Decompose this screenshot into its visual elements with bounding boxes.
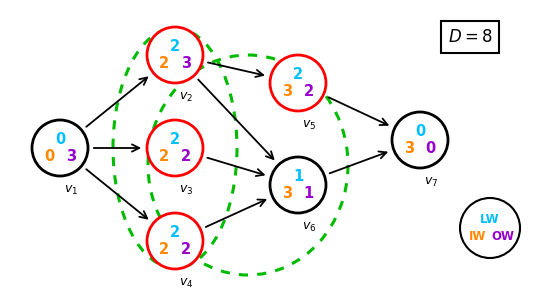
- Text: IW: IW: [469, 230, 486, 243]
- Text: $v_7$: $v_7$: [424, 176, 438, 189]
- Text: 0: 0: [415, 124, 425, 139]
- Text: OW: OW: [491, 230, 514, 243]
- Circle shape: [147, 213, 203, 269]
- Text: 3: 3: [282, 186, 293, 201]
- Text: 0: 0: [44, 149, 54, 164]
- Text: 2: 2: [293, 67, 303, 82]
- Circle shape: [460, 198, 520, 258]
- Text: LW: LW: [480, 213, 500, 226]
- Text: 3: 3: [404, 141, 414, 156]
- Text: $v_6$: $v_6$: [302, 221, 316, 234]
- Text: $v_3$: $v_3$: [179, 184, 193, 197]
- Text: $D = 8$: $D = 8$: [448, 28, 492, 46]
- Circle shape: [270, 55, 326, 111]
- Text: 2: 2: [170, 225, 180, 240]
- Circle shape: [270, 157, 326, 213]
- Text: 1: 1: [303, 186, 314, 201]
- Text: 3: 3: [181, 56, 190, 71]
- Circle shape: [392, 112, 448, 168]
- Text: $v_2$: $v_2$: [179, 91, 193, 104]
- Text: 0: 0: [55, 132, 65, 147]
- Text: 2: 2: [170, 39, 180, 54]
- Text: 3: 3: [66, 149, 76, 164]
- Text: 1: 1: [293, 169, 303, 184]
- Text: 2: 2: [181, 149, 190, 164]
- Text: 2: 2: [303, 84, 314, 99]
- Circle shape: [147, 120, 203, 176]
- Text: 2: 2: [159, 56, 169, 71]
- Text: 2: 2: [159, 243, 169, 258]
- Circle shape: [32, 120, 88, 176]
- Text: $v_1$: $v_1$: [64, 184, 78, 197]
- Text: 2: 2: [159, 149, 169, 164]
- Text: 3: 3: [282, 84, 293, 99]
- Text: 2: 2: [170, 132, 180, 147]
- Text: 2: 2: [181, 243, 190, 258]
- Circle shape: [147, 27, 203, 83]
- Text: 0: 0: [426, 141, 436, 156]
- Text: $v_4$: $v_4$: [179, 277, 193, 290]
- Text: $v_5$: $v_5$: [302, 119, 316, 132]
